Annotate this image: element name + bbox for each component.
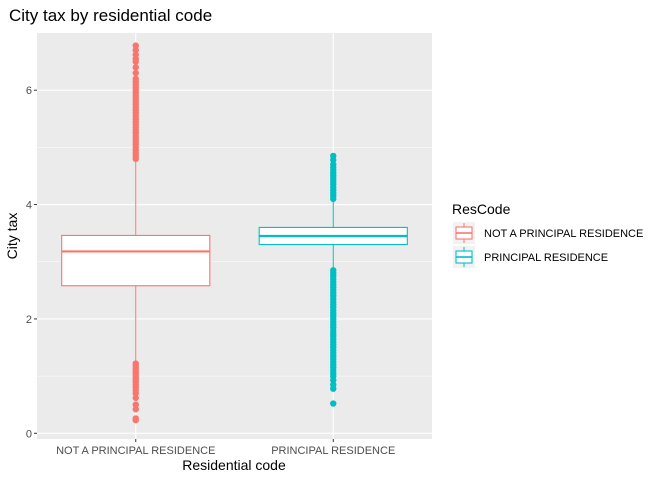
y-axis-ticks: 0 2 4 6 [26,85,37,440]
outlier-point [132,75,139,82]
x-tick-label: PRINCIPAL RESIDENCE [271,445,395,457]
box [61,234,211,287]
chart-title: City tax by residential code [9,6,212,25]
y-tick-label: 0 [26,428,32,440]
outlier-point [330,161,337,168]
outlier-point [132,51,139,58]
outlier-point [330,400,337,407]
legend-label: NOT A PRINCIPAL RESIDENCE [484,228,643,240]
y-tick-label: 2 [26,314,32,326]
outlier-point [330,376,337,384]
y-axis-title: City tax [4,213,20,260]
legend: ResCode NOT A PRINCIPAL RESIDENCE PRINCIP… [452,201,643,268]
y-tick-label: 6 [26,85,32,97]
y-tick-label: 4 [26,200,32,212]
x-axis-ticks: NOT A PRINCIPAL RESIDENCE PRINCIPAL RESID… [56,439,395,457]
x-tick-label: NOT A PRINCIPAL RESIDENCE [56,445,215,457]
box-layer [61,42,408,424]
x-axis-title: Residential code [182,457,286,473]
outlier-point [132,401,139,408]
outlier-point [330,152,337,160]
outlier-point [132,416,139,424]
outlier-point [132,406,139,413]
outlier-point [132,46,139,54]
legend-label: PRINCIPAL RESIDENCE [484,252,608,264]
outlier-point [132,42,139,49]
outlier-point [330,385,337,392]
outlier-point [132,394,139,402]
outlier-point [132,390,139,397]
legend-title: ResCode [452,201,511,217]
outlier-point [132,69,139,77]
outlier-point [132,64,139,71]
